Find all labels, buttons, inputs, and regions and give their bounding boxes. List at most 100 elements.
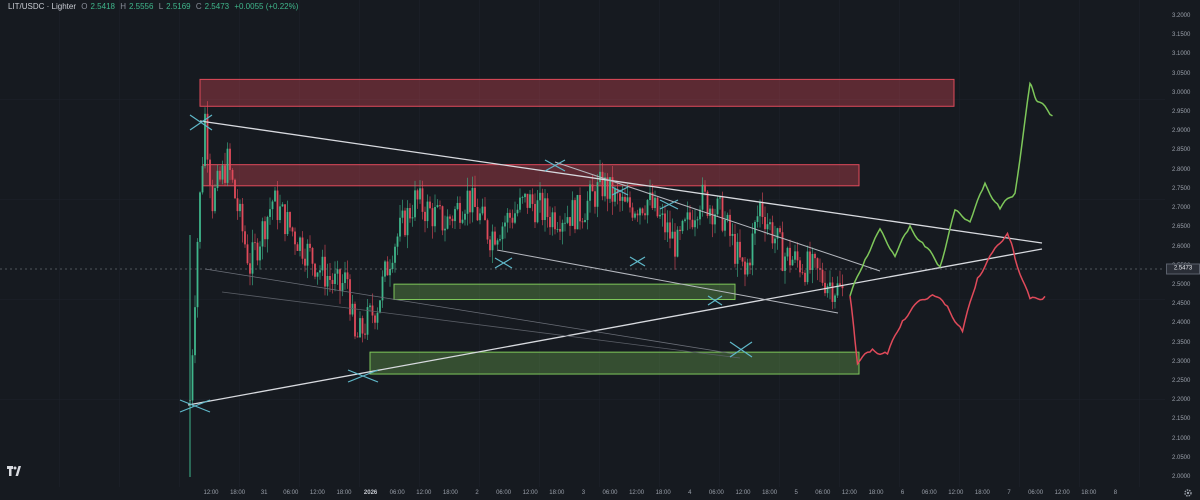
candle-body [609, 177, 611, 199]
candle-body [471, 187, 474, 213]
candle-body [769, 222, 771, 225]
candle-body [296, 244, 299, 251]
candle-body [224, 165, 226, 183]
candle-body [411, 217, 414, 219]
low-key: L [158, 2, 164, 11]
main-descending-trendline [199, 120, 1043, 244]
candle-body [516, 209, 519, 214]
candle-body [479, 213, 481, 221]
change-value: +0.0055 (+0.22%) [234, 2, 299, 11]
candle-body [396, 236, 399, 247]
candle-body [351, 303, 354, 315]
price-tick-label: 2.5000 [1172, 281, 1191, 288]
candle-body [696, 219, 699, 221]
candle-body [554, 212, 556, 230]
time-tick-label: 06:00 [921, 490, 937, 496]
time-tick-label: 06:00 [1028, 490, 1044, 496]
candle-body [556, 228, 559, 230]
candle-body [489, 239, 491, 251]
gear-icon[interactable] [1183, 488, 1193, 498]
candle-body [734, 233, 736, 264]
time-tick-label: 18:00 [230, 490, 246, 496]
candle-body [454, 209, 456, 222]
candle-body [331, 279, 334, 284]
price-tick-label: 2.9000 [1172, 128, 1191, 135]
candle-body [594, 191, 596, 207]
candle-body [354, 303, 356, 337]
close-value: 2.5473 [204, 2, 230, 11]
candle-body [386, 261, 389, 276]
candle-body [624, 196, 626, 202]
candle-body [201, 166, 204, 193]
candle-body [414, 190, 416, 218]
candle-body [714, 214, 716, 225]
candle-body [524, 193, 526, 198]
candle-body [709, 208, 711, 216]
candle-body [784, 256, 786, 271]
candle-body [234, 179, 236, 199]
price-axis[interactable]: 3.2000 3.1500 3.1000 3.0500 3.0000 2.9500 2.90… [1165, 0, 1200, 500]
candle-body [279, 206, 281, 221]
candle-body [736, 241, 739, 264]
candle-body [461, 219, 464, 223]
price-tick-label: 3.2000 [1172, 13, 1191, 19]
candle-body [506, 212, 509, 223]
candle-body [231, 169, 234, 180]
candle-body [444, 228, 446, 231]
candle-body [299, 237, 301, 251]
candle-body [684, 219, 686, 221]
candle-body [439, 205, 441, 207]
candle-body [359, 318, 361, 338]
price-tick-label: 3.0000 [1172, 89, 1191, 96]
cross-marker-center-low [347, 369, 379, 383]
candle-body [839, 283, 841, 286]
candle-body [724, 219, 726, 231]
time-tick-label: 12:00 [203, 490, 219, 496]
candle-body [669, 222, 671, 239]
price-tick-label: 2.2000 [1172, 397, 1191, 404]
candle-body [406, 208, 409, 236]
candle-body [534, 203, 536, 223]
candle-body [221, 165, 224, 180]
grid-background [0, 0, 1165, 487]
candle-body [796, 251, 799, 261]
candle-body [636, 213, 639, 216]
candle-body [246, 244, 249, 264]
candle-body [519, 197, 521, 210]
candle-body [236, 198, 239, 212]
candle-body [309, 243, 311, 248]
candle-body [666, 222, 669, 233]
candle-body [539, 192, 541, 201]
candle-body [701, 184, 704, 210]
candle-body [341, 283, 344, 291]
supply-zone-top[interactable] [199, 78, 955, 107]
candle-body [704, 184, 706, 192]
supply-zone-mid[interactable] [202, 164, 860, 187]
candle-body [831, 282, 834, 302]
candle-body [589, 184, 591, 201]
faded-channel-line-1 [204, 268, 736, 355]
price-tick-label: 2.6500 [1172, 224, 1191, 231]
candle-body [329, 275, 331, 280]
candle-body [806, 251, 809, 283]
low-value: 2.5169 [166, 2, 191, 11]
candle-body [311, 247, 314, 264]
candle-body [694, 220, 696, 228]
tradingview-logo-icon[interactable] [7, 466, 21, 477]
symbol-name[interactable]: LIT/USDC · Lighter [8, 2, 77, 11]
candle-body [634, 213, 636, 218]
candle-body [376, 312, 379, 323]
candle-body [319, 270, 321, 273]
candle-body [689, 212, 691, 220]
candle-body [306, 243, 309, 266]
candle-body [719, 197, 721, 199]
candle-body [249, 263, 251, 274]
candle-body [651, 192, 654, 209]
demand-zone-mid[interactable] [393, 283, 736, 301]
symbol-legend: LIT/USDC · Lighter O 2.5418 H 2.5556 L 2.51… [8, 1, 298, 13]
demand-zone-low[interactable] [369, 351, 860, 375]
candle-body [196, 241, 199, 308]
bullish-projection-path [849, 81, 1053, 297]
time-tick-label: 7 [1007, 490, 1011, 496]
